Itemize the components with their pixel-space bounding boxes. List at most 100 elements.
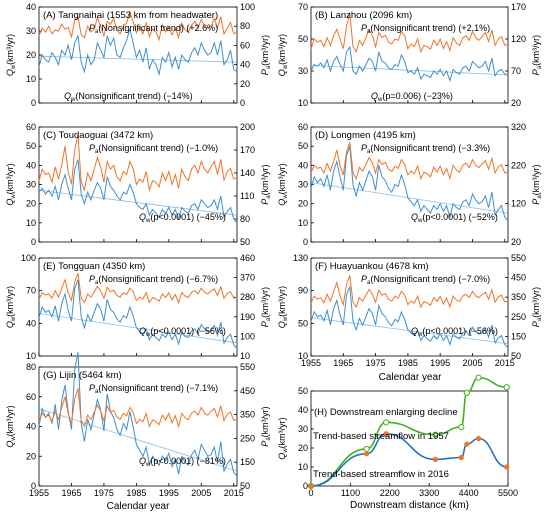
y-right-tick-label: 120 <box>511 34 526 44</box>
plot-frame <box>38 257 238 357</box>
y-left-axis-label: Qw(km³/yr) <box>277 417 289 459</box>
x-tick-label: 1975 <box>94 488 114 498</box>
label-2016: Trend-based streamflow in 2016 <box>313 469 449 480</box>
series-pa-line <box>38 134 238 192</box>
panel-station-label: (A) Tangnaihai (1553 km from headwater) <box>43 10 218 21</box>
x-tick-label: 2015 <box>495 358 515 368</box>
y-right-tick-label: 170 <box>511 2 526 12</box>
y-left-tick-label: 20 <box>298 199 308 209</box>
x-tick-label: 1995 <box>159 488 179 498</box>
y-left-axis-label: Qw(km³/yr) <box>277 163 289 205</box>
panel-e: 10 40 70 100 10 100 190 280 370 460 (E) Tongguan (… <box>21 253 255 361</box>
y-right-tick-label: 20 <box>240 79 250 89</box>
x-tick-label: 2005 <box>191 488 211 498</box>
x-tick-label: 0 <box>308 488 313 498</box>
qw-trend-line <box>38 408 238 472</box>
y-left-tick-label: 30 <box>298 66 308 76</box>
y-right-tick-label: 200 <box>240 122 255 132</box>
qw-annotation: Qw(p<0.0001) (−52%) <box>411 212 498 224</box>
y-right-tick-label: 220 <box>511 160 526 170</box>
plot-frame <box>310 6 509 104</box>
panel-h-title: (H) Downstream enlarging decline <box>314 407 458 418</box>
y-left-tick-label: 30 <box>26 26 36 36</box>
y-left-tick-label: 80 <box>26 362 36 372</box>
panel-station-label: (G) Lijin (5464 km) <box>43 370 122 381</box>
panel-g: 0 20 40 60 80 50 150 250 350 450 550 1955 1965 1975 19… <box>26 352 255 498</box>
y-left-tick-label: 0 <box>303 481 308 491</box>
y-left-tick-label: 10 <box>26 218 36 228</box>
y-left-tick-label: 40 <box>26 2 36 12</box>
x-axis-label-distance: Downstream distance (km) <box>350 500 469 511</box>
series-pa-line <box>310 142 509 181</box>
point-2016 <box>308 483 314 489</box>
x-tick-label: 4400 <box>459 488 479 498</box>
qw-annotation: Qw(p<0.0001) (−56%) <box>411 326 498 338</box>
y-right-tick-label: 250 <box>240 433 255 443</box>
y-right-tick-label: 460 <box>240 253 255 263</box>
y-left-tick-label: 50 <box>298 386 308 396</box>
y-left-tick-label: 10 <box>26 74 36 84</box>
y-right-tick-label: 60 <box>240 40 250 50</box>
y-right-tick-label: 550 <box>511 253 526 263</box>
point-2016 <box>475 435 482 442</box>
y-right-tick-label: 100 <box>240 2 255 12</box>
series-qw-line <box>310 286 509 349</box>
y-left-tick-label: 20 <box>298 443 308 453</box>
y-right-tick-label: 40 <box>240 60 250 70</box>
panel-a: 0 10 20 30 40 0 20 40 60 80 100 (A) Tangnaihai (155… <box>26 2 255 108</box>
point-1957 <box>503 384 510 391</box>
series-pa-line <box>310 13 509 54</box>
panel-f: 10 50 90 130 50 150 250 350 450 550 1955 1965 1975 19… <box>293 253 526 368</box>
panel-station-label: (F) Huayuankou (4678 km) <box>315 261 429 272</box>
point-2016 <box>458 454 464 461</box>
y-right-tick-label: 20 <box>511 98 521 108</box>
qw-trend-line <box>38 313 238 344</box>
y-right-tick-label: 370 <box>240 273 255 283</box>
y-right-tick-label: 50 <box>240 237 250 247</box>
y-left-tick-label: 100 <box>21 253 36 263</box>
y-right-tick-label: 170 <box>240 145 255 155</box>
y-left-tick-label: 10 <box>298 351 308 361</box>
series-pa-line <box>38 273 238 305</box>
series-pa-line <box>38 388 238 429</box>
y-right-tick-label: 350 <box>511 292 526 302</box>
y-right-axis-label: Pa(km³/yr) <box>531 287 543 327</box>
y-right-tick-label: 20 <box>511 237 521 247</box>
panel-station-label: (E) Tongguan (4350 km) <box>43 261 145 272</box>
y-right-axis-label: Pa(km³/yr) <box>260 406 272 446</box>
x-tick-label: 1995 <box>430 358 450 368</box>
y-left-tick-label: 90 <box>298 286 308 296</box>
y-left-tick-label: 20 <box>26 199 36 209</box>
point-2016 <box>364 451 370 457</box>
series-pa-line <box>38 10 238 42</box>
point-2016 <box>464 441 470 447</box>
pa-annotation: Pa(Nonsignificant trend) (+2.6%) <box>89 23 218 35</box>
y-right-tick-label: 150 <box>511 331 526 341</box>
y-left-tick-label: 60 <box>26 122 36 132</box>
pa-annotation: Pa(Nonsignificant trend) (−7.1%) <box>89 383 218 395</box>
y-right-tick-label: 190 <box>240 312 255 322</box>
y-right-tick-label: 280 <box>240 292 255 302</box>
x-axis-label-year-left: Calendar year <box>107 501 170 512</box>
y-left-tick-label: 10 <box>298 98 308 108</box>
pa-annotation: Pa(Nonsignificant trend) (−6.7%) <box>89 274 218 286</box>
x-tick-label: 3300 <box>419 488 439 498</box>
x-tick-label: 1955 <box>301 358 321 368</box>
point-2016 <box>504 464 510 470</box>
y-right-tick-label: 0 <box>240 98 245 108</box>
pa-annotation: Pa(Nonsignificant trend) (−3.3%) <box>361 143 490 155</box>
x-tick-label: 1100 <box>341 488 360 498</box>
point-1957 <box>463 389 470 396</box>
y-left-tick-label: 40 <box>298 405 308 415</box>
y-right-tick-label: 120 <box>511 199 526 209</box>
qw-annotation: Qw(p=0.006) (−23%) <box>371 91 453 103</box>
y-left-tick-label: 0 <box>31 237 36 247</box>
y-right-tick-label: 50 <box>511 351 521 361</box>
qw-trend-line <box>310 182 509 214</box>
y-left-tick-label: 130 <box>293 253 308 263</box>
panel-h: 0 10 20 30 40 50 0 1100 2200 3300 4400 5500 (H) Down… <box>298 374 518 511</box>
y-right-tick-label: 100 <box>240 331 255 341</box>
qw-trend-line <box>38 55 238 63</box>
y-left-tick-label: 40 <box>26 318 36 328</box>
